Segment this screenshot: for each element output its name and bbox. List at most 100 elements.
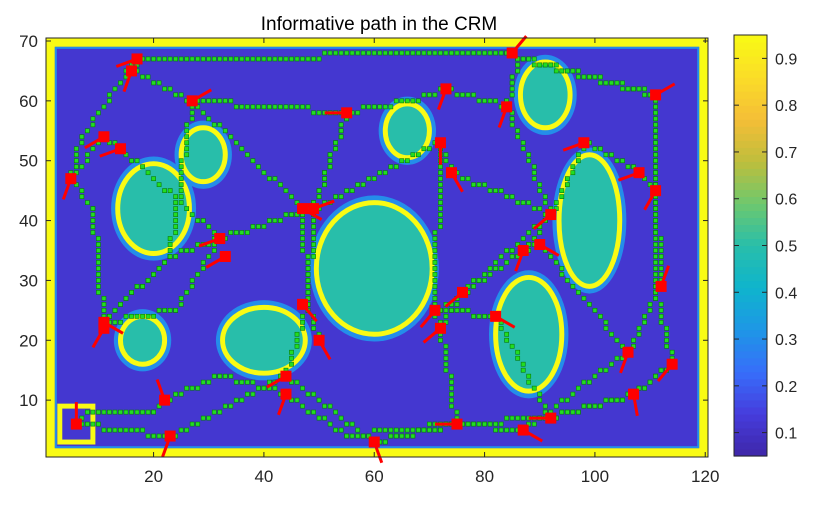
path-cell (609, 397, 614, 403)
path-cell (531, 176, 537, 182)
path-cell (520, 367, 526, 373)
path-cell (587, 74, 592, 80)
path-cell (107, 98, 112, 104)
path-cell (289, 212, 294, 217)
path-cell (526, 152, 532, 158)
path-cell (134, 409, 140, 415)
path-cell (79, 415, 85, 421)
path-cell (658, 266, 664, 271)
path-cell (140, 409, 145, 415)
waypoint (633, 167, 645, 179)
path-cell (90, 224, 96, 229)
colorbar-cell (734, 301, 767, 310)
path-cell (184, 56, 190, 62)
colorbar-cell (734, 315, 767, 324)
path-cell (388, 164, 394, 170)
path-cell (222, 403, 228, 409)
path-cell (471, 50, 476, 56)
path-cell (653, 206, 658, 211)
path-cell (355, 427, 361, 433)
path-cell (267, 56, 272, 62)
waypoint (490, 310, 502, 322)
path-cell (570, 170, 576, 176)
path-cell (515, 68, 521, 74)
path-cell (438, 182, 443, 188)
path-cell (658, 242, 664, 247)
path-cell (653, 248, 658, 253)
path-cell (272, 176, 278, 182)
heatmap-field (45, 37, 709, 458)
waypoint (65, 173, 77, 185)
path-cell (559, 409, 565, 415)
path-cell (449, 391, 454, 397)
path-cell (564, 397, 570, 403)
path-cell (460, 307, 465, 313)
colorbar-cell (734, 294, 767, 303)
path-cell (482, 272, 487, 277)
path-cell (184, 206, 190, 211)
path-cell (206, 379, 212, 385)
path-cell (151, 272, 156, 277)
path-cell (548, 254, 554, 259)
path-cell (96, 421, 101, 427)
path-cell (404, 50, 410, 56)
path-cell (438, 206, 443, 211)
path-cell (294, 104, 300, 110)
colorbar-cell (734, 168, 767, 176)
path-cell (211, 230, 217, 235)
path-cell (642, 92, 647, 98)
colorbar-cell (734, 441, 767, 450)
path-cell (542, 403, 548, 409)
path-cell (382, 170, 388, 176)
path-cell (195, 56, 201, 62)
path-cell (449, 373, 454, 379)
path-cell (520, 146, 526, 152)
path-cell (101, 301, 107, 307)
path-cell (305, 272, 311, 277)
path-cell (531, 206, 537, 211)
path-cell (140, 74, 145, 80)
path-cell (653, 266, 658, 271)
path-cell (653, 110, 658, 116)
waypoint-layer (61, 35, 678, 464)
path-cell (515, 415, 521, 421)
path-cell (173, 194, 179, 199)
colorbar-cell (734, 350, 767, 359)
waypoint (545, 412, 557, 424)
path-cell (432, 296, 438, 301)
waypoint (517, 424, 529, 436)
colorbar-cell (734, 147, 767, 155)
path-cell (471, 284, 476, 289)
path-cell (427, 421, 432, 427)
path-cell (471, 92, 476, 98)
path-cell (79, 134, 85, 140)
path-cell (515, 355, 521, 361)
path-cell (250, 379, 256, 385)
path-cell (316, 415, 322, 421)
path-cell (598, 313, 603, 319)
path-cell (653, 278, 658, 283)
path-cell (145, 409, 151, 415)
path-cell (156, 433, 162, 439)
path-cell (134, 158, 140, 164)
path-cell (322, 170, 327, 176)
path-cell (107, 92, 112, 98)
path-cell (250, 224, 256, 229)
path-cell (531, 56, 537, 62)
path-cell (575, 68, 581, 74)
path-cell (432, 260, 438, 265)
waypoint (545, 209, 557, 221)
path-cell (520, 56, 526, 62)
path-cell (206, 415, 212, 421)
colorbar-cell (734, 154, 767, 162)
path-cell (101, 427, 107, 433)
path-cell (432, 248, 438, 253)
path-cell (366, 50, 372, 56)
path-cell (239, 379, 245, 385)
path-cell (206, 56, 212, 62)
path-cell (134, 427, 140, 433)
path-cell (631, 343, 636, 349)
path-cell (526, 242, 532, 247)
path-cell (438, 212, 443, 217)
